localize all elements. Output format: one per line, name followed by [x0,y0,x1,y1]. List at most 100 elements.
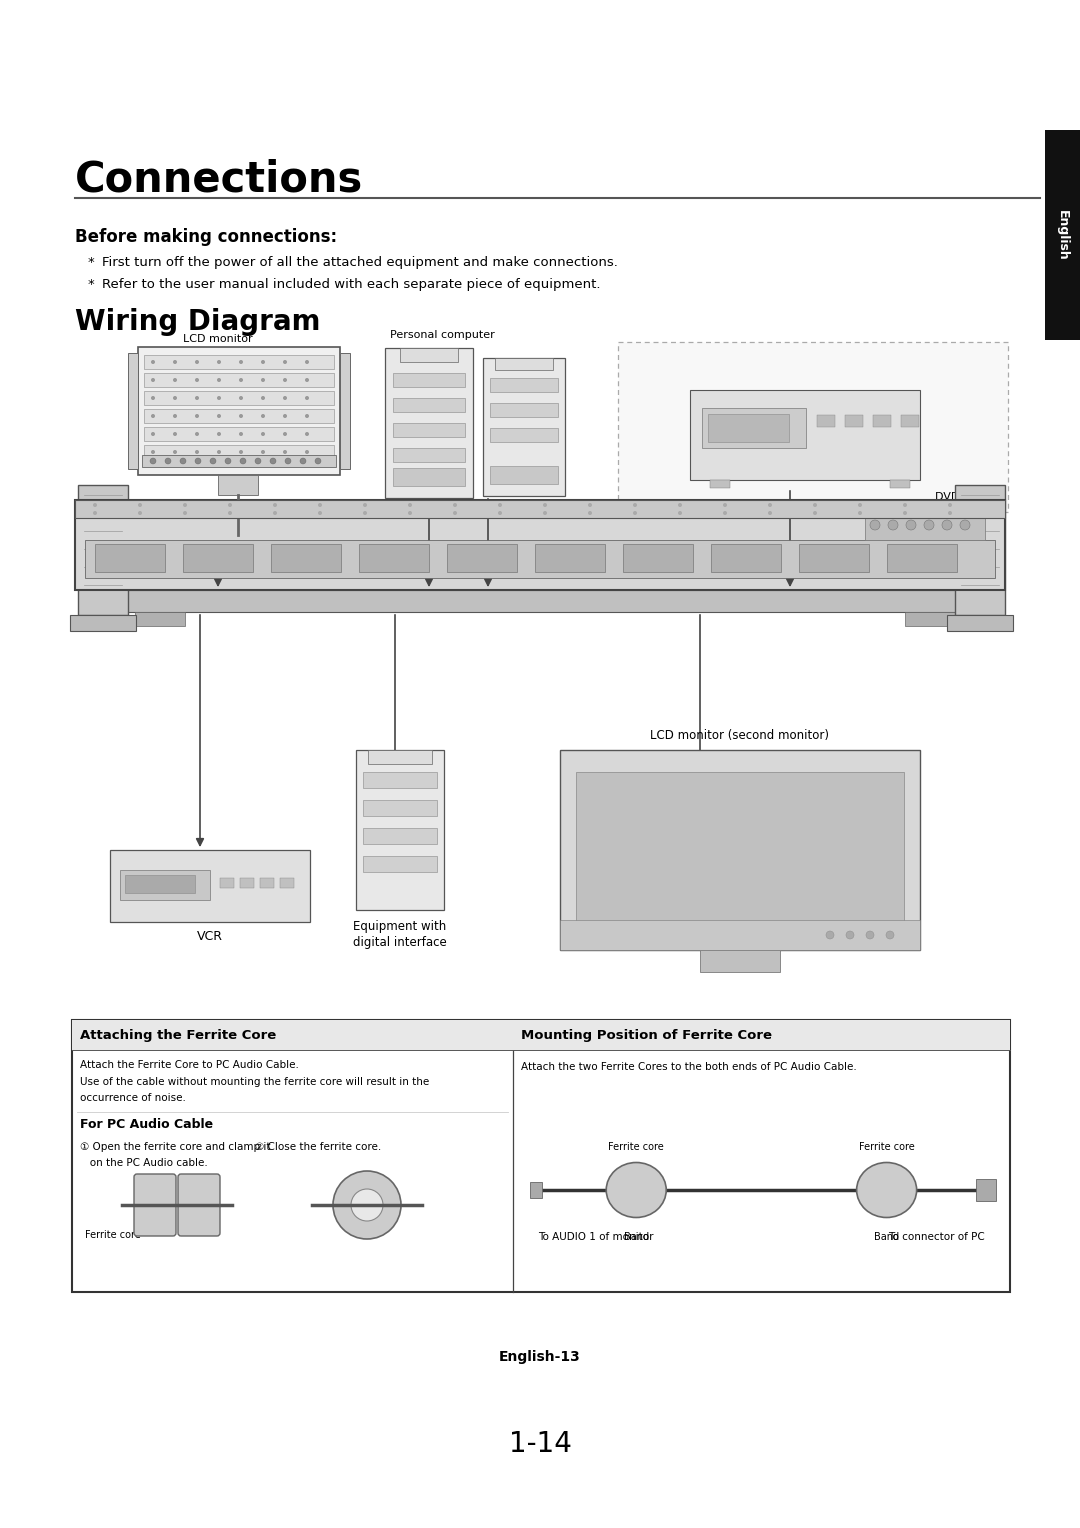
Circle shape [283,377,287,382]
Circle shape [180,458,186,465]
Text: digital interface: digital interface [353,937,447,949]
Circle shape [173,432,177,435]
Bar [530,1183,542,1198]
Circle shape [270,458,276,465]
Circle shape [813,510,816,515]
Bar [799,544,869,571]
Bar [845,416,863,426]
Circle shape [826,931,834,940]
Bar [708,414,788,442]
Circle shape [948,503,951,507]
Circle shape [217,361,221,364]
Circle shape [588,510,592,515]
Bar [816,416,835,426]
Circle shape [888,520,897,530]
Circle shape [239,377,243,382]
Circle shape [678,510,681,515]
Bar [490,428,558,442]
Circle shape [195,432,199,435]
Circle shape [363,510,367,515]
Bar [144,426,334,442]
Text: Before making connections:: Before making connections: [75,228,337,246]
Bar [576,772,904,921]
Bar [400,348,458,362]
Text: Attach the Ferrite Core to PC Audio Cable.: Attach the Ferrite Core to PC Audio Cabl… [80,1060,299,1070]
Bar [447,544,517,571]
FancyBboxPatch shape [134,1174,176,1236]
Circle shape [195,458,201,465]
Bar [125,876,195,892]
Circle shape [870,520,880,530]
Circle shape [151,361,156,364]
Circle shape [453,503,457,507]
Circle shape [768,510,772,515]
Bar [490,377,558,393]
Text: on the PC Audio cable.: on the PC Audio cable. [80,1158,207,1167]
Circle shape [305,432,309,435]
Circle shape [138,510,141,515]
Text: To AUDIO 1 of monitor: To AUDIO 1 of monitor [538,1232,653,1242]
Circle shape [903,510,907,515]
Circle shape [173,414,177,419]
Bar [711,544,781,571]
Circle shape [633,503,637,507]
Circle shape [363,503,367,507]
Circle shape [217,396,221,400]
Bar [138,347,340,475]
Bar [483,358,565,497]
Text: Personal computer: Personal computer [472,504,577,513]
Circle shape [942,520,951,530]
Text: Wiring Diagram: Wiring Diagram [75,309,321,336]
Text: occurrence of noise.: occurrence of noise. [80,1093,186,1103]
Ellipse shape [856,1163,917,1218]
Circle shape [183,503,187,507]
Bar [393,468,465,486]
Bar [144,373,334,387]
Bar [368,750,432,764]
Text: *: * [87,278,95,290]
Circle shape [948,510,951,515]
Bar [135,613,185,626]
Bar [393,373,465,387]
Bar [947,614,1013,631]
Text: 1-14: 1-14 [509,1430,571,1458]
Circle shape [498,510,502,515]
Bar [890,480,910,487]
Bar [1045,130,1080,341]
Bar [141,455,336,468]
Circle shape [261,432,265,435]
Circle shape [846,931,854,940]
Bar [887,544,957,571]
Ellipse shape [606,1163,666,1218]
Bar [260,879,274,888]
Circle shape [283,432,287,435]
Circle shape [173,361,177,364]
FancyBboxPatch shape [976,1180,996,1201]
Text: Attach the two Ferrite Cores to the both ends of PC Audio Cable.: Attach the two Ferrite Cores to the both… [521,1062,856,1073]
Bar [359,544,429,571]
Circle shape [305,414,309,419]
Circle shape [93,503,97,507]
Circle shape [813,503,816,507]
Circle shape [273,510,276,515]
Circle shape [240,458,246,465]
Text: Use of the cable without mounting the ferrite core will result in the: Use of the cable without mounting the fe… [80,1077,429,1086]
Circle shape [305,377,309,382]
Text: Connections: Connections [75,157,363,200]
Circle shape [261,396,265,400]
Circle shape [151,451,156,454]
Circle shape [723,503,727,507]
Bar [340,353,350,469]
Circle shape [255,458,261,465]
Circle shape [210,458,216,465]
Bar [70,614,136,631]
Text: *: * [87,257,95,269]
Bar [78,484,129,614]
Bar [363,772,437,788]
Circle shape [239,396,243,400]
Circle shape [273,503,276,507]
Circle shape [408,503,411,507]
Circle shape [924,520,934,530]
Text: ① Open the ferrite core and clamp it: ① Open the ferrite core and clamp it [80,1141,270,1152]
Text: For PC Audio Cable: For PC Audio Cable [80,1118,213,1131]
